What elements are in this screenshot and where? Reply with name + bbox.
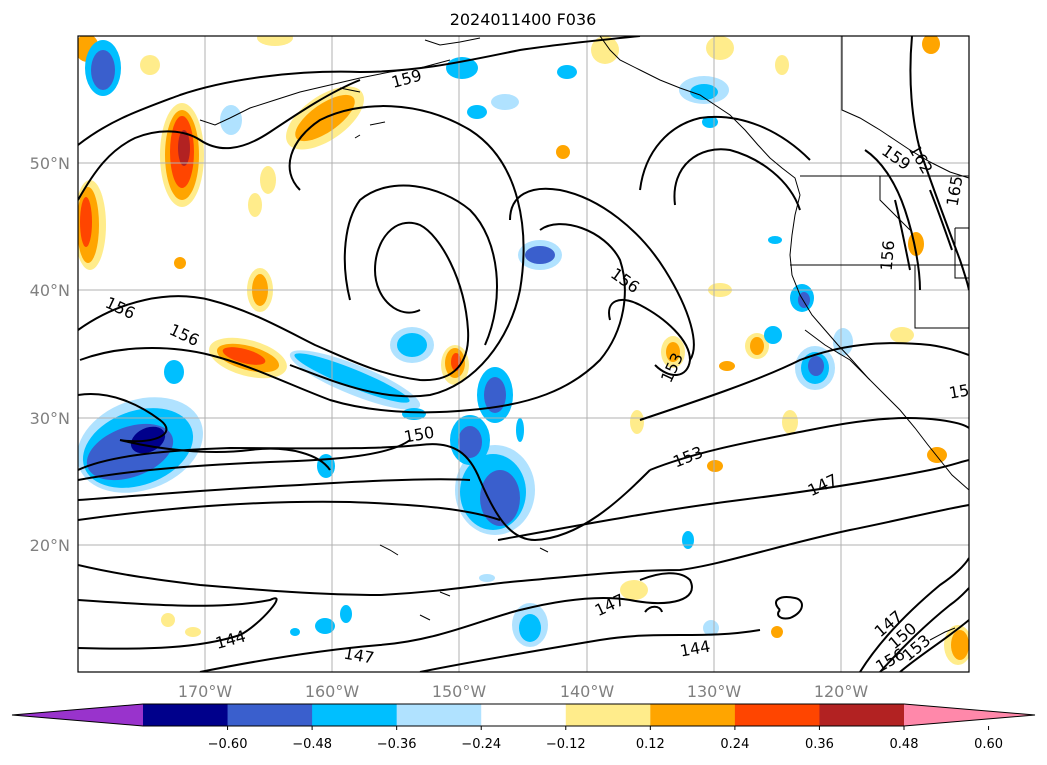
lon-label: 170°W [178, 682, 233, 701]
longitude-labels: 170°W 160°W 150°W 140°W 130°W 120°W [178, 682, 869, 701]
colorbar-segment [819, 704, 905, 726]
colorbar-segment [143, 704, 229, 726]
coastlines [199, 36, 969, 641]
height-contours [78, 36, 969, 672]
colorbar-tick-label: −0.36 [377, 737, 417, 752]
colorbar-extend-high [904, 704, 1035, 726]
lon-label: 160°W [305, 682, 360, 701]
lon-label: 140°W [560, 682, 615, 701]
latitude-labels: 50°N 40°N 30°N 20°N [30, 154, 70, 555]
map-frame [77, 35, 970, 673]
colorbar-tick-label: −0.48 [292, 737, 332, 752]
colorbar-outline [11, 703, 1036, 727]
colorbar-tick-label: 0.48 [890, 737, 919, 752]
colorbar-tick-label: 0.12 [636, 737, 665, 752]
colorbar-tick-label: 0.36 [805, 737, 834, 752]
colorbar-segment [396, 704, 482, 726]
map-title: 2024011400 F036 [450, 10, 597, 29]
lat-label: 30°N [30, 409, 70, 428]
lat-label: 50°N [30, 154, 70, 173]
lat-label: 40°N [30, 281, 70, 300]
colorbar-tick-label: −0.24 [461, 737, 501, 752]
colorbar-segment [227, 704, 313, 726]
lon-label: 150°W [432, 682, 487, 701]
map-plot-area: 159 159 162 165 156 156 156 156 153 153 … [78, 36, 970, 672]
colorbar-segment [312, 704, 398, 726]
colorbar-tick-label: −0.60 [208, 737, 248, 752]
colorbar-tick-label: 0.24 [720, 737, 749, 752]
lon-label: 120°W [814, 682, 869, 701]
contour-label: 15 [947, 380, 970, 402]
contour-label: 156 [877, 239, 899, 271]
graticule [78, 36, 969, 672]
colorbar-tick-label: −0.12 [546, 737, 586, 752]
colorbar-tick-label: 0.60 [974, 737, 1003, 752]
colorbar-extend-low [12, 704, 143, 726]
colorbar-segment [565, 704, 651, 726]
colorbar: −0.60 −0.48 −0.36 −0.24 −0.12 0.12 0.24 0.36 0.4… [11, 703, 1036, 752]
colorbar-segment [650, 704, 736, 726]
colorbar-segment [481, 704, 567, 726]
colorbar-segment [734, 704, 820, 726]
lon-label: 130°W [687, 682, 742, 701]
lat-label: 20°N [30, 536, 70, 555]
